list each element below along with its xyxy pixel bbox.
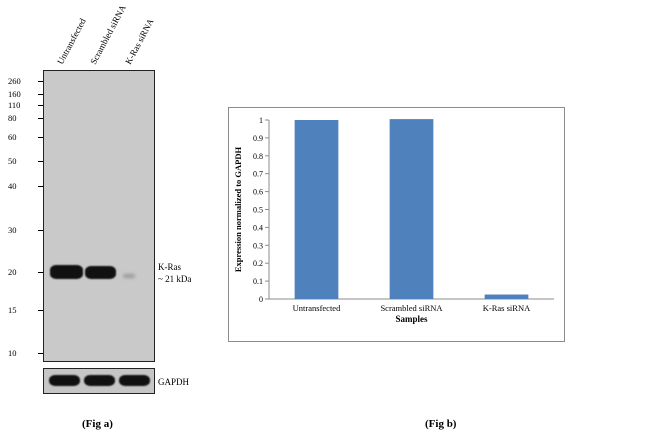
y-tick-label: 0.3 [253,241,263,250]
mw-marker-tick [38,137,44,138]
mw-marker-160: 160 [8,89,44,99]
target-label-kras: K-Ras [158,262,181,272]
kras-band-untransfected [50,265,83,279]
x-category-label: Untransfected [293,303,341,313]
mw-marker-label: 50 [8,156,17,166]
y-tick-label: 0.4 [253,223,263,232]
mw-marker-label: 110 [8,100,21,110]
gapdh-band-scrambled-sirna [84,375,115,386]
fig-b-caption: (Fig b) [425,418,457,430]
mw-marker-label: 40 [8,181,17,191]
y-tick-label: 0.6 [253,188,263,197]
y-axis-title: Expression normalized to GAPDH [233,147,243,273]
mw-marker-15: 15 [8,305,44,315]
mw-marker-tick [38,310,44,311]
mw-marker-tick [38,105,44,106]
y-tick-label: 1 [259,116,263,125]
mw-marker-label: 160 [8,89,21,99]
mw-marker-label: 60 [8,132,17,142]
gapdh-band-untransfected [49,375,80,386]
mw-marker-30: 30 [8,225,44,235]
mw-marker-tick [38,118,44,119]
target-label-size: ~ 21 kDa [158,274,192,284]
y-tick-label: 0.2 [253,259,263,268]
mw-marker-60: 60 [8,132,44,142]
gapdh-blot-panel [43,368,155,394]
mw-marker-label: 10 [8,348,17,358]
mw-marker-tick [38,230,44,231]
gapdh-band-kras-sirna [119,375,150,386]
kras-band-scrambled-sirna [85,266,116,279]
kras-band-kras-sirna [123,274,135,278]
mw-marker-40: 40 [8,181,44,191]
loading-label-gapdh: GAPDH [158,377,190,387]
x-axis-title: Samples [395,314,428,324]
x-category-label: K-Ras siRNA [483,303,531,313]
mw-marker-tick [38,94,44,95]
y-tick-label: 0.9 [253,134,263,143]
mw-marker-label: 15 [8,305,17,315]
y-tick-label: 0.7 [253,170,263,179]
mw-marker-tick [38,272,44,273]
y-tick-label: 0.8 [253,152,263,161]
bar-k-ras-sirna [484,294,529,299]
mw-marker-50: 50 [8,156,44,166]
fig-a-caption: (Fig a) [82,418,113,430]
lane-label-untransfected: Untransfected [55,16,88,67]
mw-marker-10: 10 [8,348,44,358]
bar-untransfected [294,120,339,299]
mw-marker-tick [38,186,44,187]
mw-marker-110: 110 [8,100,44,110]
mw-marker-label: 30 [8,225,17,235]
mw-marker-80: 80 [8,113,44,123]
mw-marker-label: 20 [8,267,17,277]
x-category-label: Scrambled siRNA [380,303,443,313]
mw-marker-tick [38,161,44,162]
mw-marker-label: 80 [8,113,17,123]
western-blot-panel [43,70,155,362]
bar-chart-svg: 0 0.1 0.2 0.3 0.4 0.5 0.6 0.7 0.8 0.9 1 Untransfec… [233,116,554,324]
mw-marker-label: 260 [8,76,21,86]
lane-label-scrambled-sirna: Scrambled siRNA [88,3,128,66]
y-tick-label: 0 [259,295,263,304]
mw-marker-20: 20 [8,267,44,277]
bar-scrambled-sirna [389,119,434,299]
bar-chart: 0 0.1 0.2 0.3 0.4 0.5 0.6 0.7 0.8 0.9 1 Untransfec… [228,107,565,342]
y-tick-label: 0.1 [253,277,263,286]
mw-marker-tick [38,353,44,354]
y-tick-label: 0.5 [253,206,263,215]
mw-marker-260: 260 [8,76,44,86]
mw-marker-tick [38,81,44,82]
lane-label-kras-sirna: K-Ras siRNA [123,16,156,67]
